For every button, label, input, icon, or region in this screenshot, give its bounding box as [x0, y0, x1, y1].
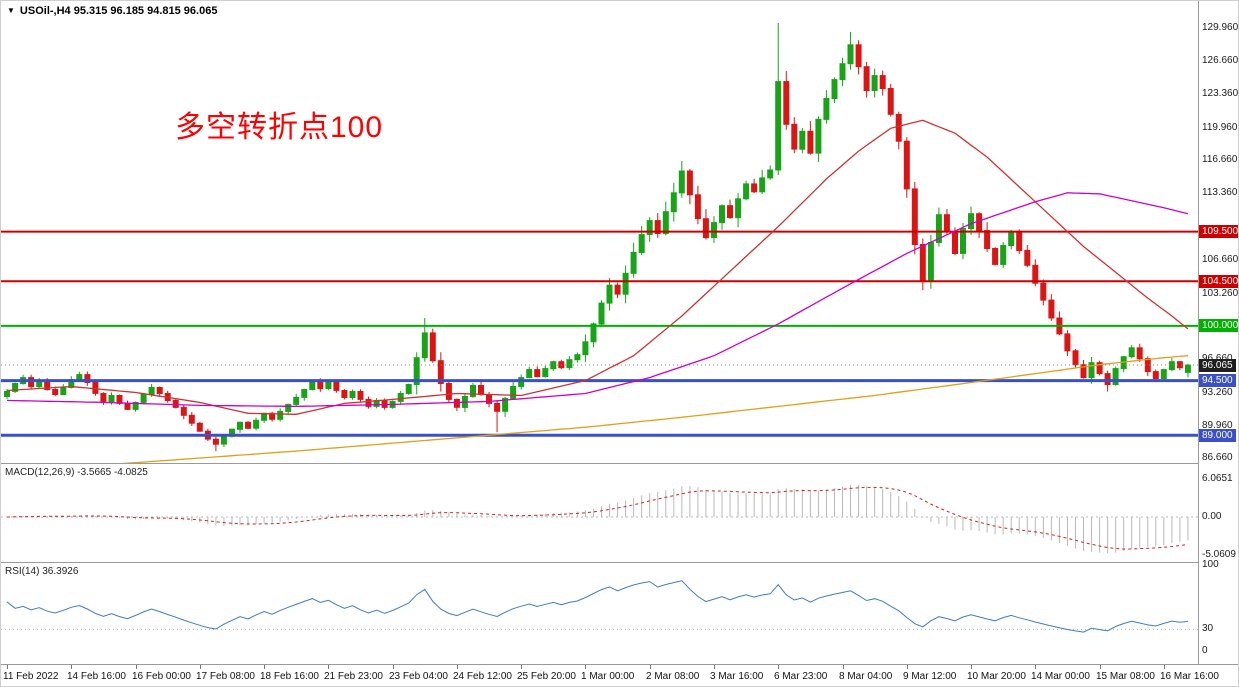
time-axis-label: 10 Mar 20:00	[967, 671, 1026, 682]
axis-label: 0	[1202, 645, 1208, 656]
axis-label: 89.960	[1202, 419, 1233, 431]
macd-indicator-label: MACD(12,26,9) -3.5665 -4.0825	[5, 467, 148, 478]
ma-sma-mid	[6, 192, 1189, 408]
time-axis-tick	[843, 665, 844, 669]
chart-title: USOil-,H4 95.315 96.185 94.815 96.065	[19, 5, 218, 17]
price-level-badge: 109.500	[1199, 225, 1238, 239]
macd-histogram	[14, 484, 1189, 554]
axis-label: 103.260	[1202, 287, 1239, 299]
time-axis-tick	[393, 665, 394, 669]
time-axis-tick	[1035, 665, 1036, 669]
price-level-badge: 104.500	[1199, 274, 1238, 288]
ma-sma-slow	[121, 355, 1188, 463]
time-axis-tick	[136, 665, 137, 669]
axis-label: 0.00	[1202, 511, 1222, 522]
time-axis-tick	[7, 665, 8, 669]
time-axis-tick	[71, 665, 72, 669]
time-axis-label: 18 Feb 16:00	[260, 671, 319, 682]
time-axis-label: 8 Mar 04:00	[839, 671, 893, 682]
price-level-badge: 89.000	[1199, 428, 1236, 442]
axis-label: 86.660	[1202, 452, 1233, 464]
time-axis-label: 3 Mar 16:00	[710, 671, 764, 682]
time-axis-label: 15 Mar 08:00	[1096, 671, 1155, 682]
axis-label: 106.660	[1202, 253, 1239, 265]
time-axis-tick	[650, 665, 651, 669]
axis-label: 6.0651	[1202, 473, 1233, 484]
panel-separator	[1, 463, 1238, 464]
time-axis-label: 9 Mar 12:00	[903, 671, 957, 682]
time-axis-label: 6 Mar 23:00	[774, 671, 828, 682]
axis-label: 100	[1202, 559, 1219, 570]
time-axis-label: 25 Feb 20:00	[517, 671, 576, 682]
time-axis-label: 17 Feb 08:00	[196, 671, 255, 682]
time-axis-tick	[521, 665, 522, 669]
time-axis-label: 11 Feb 2022	[3, 671, 59, 682]
time-axis-label: 21 Feb 23:00	[324, 671, 383, 682]
axis-label: 129.960	[1202, 22, 1239, 34]
axis-label: 116.660	[1202, 154, 1238, 166]
time-axis-label: 14 Mar 00:00	[1031, 671, 1090, 682]
axis-label: 93.260	[1202, 386, 1233, 398]
time-axis-tick	[1164, 665, 1165, 669]
price-level-badge: 96.065	[1199, 358, 1236, 372]
price-axis[interactable]: 129.960 126.660 123.360 119.960 116.660 113.3…	[1199, 1, 1239, 664]
time-axis-tick	[714, 665, 715, 669]
dropdown-triangle-icon[interactable]: ▼	[7, 6, 15, 15]
chart-title-bar: ▼ USOil-,H4 95.315 96.185 94.815 96.065	[7, 5, 217, 17]
rsi-indicator-label: RSI(14) 36.3926	[5, 566, 79, 577]
rsi-line	[6, 580, 1188, 633]
time-axis-tick	[585, 665, 586, 669]
candlestick-series[interactable]	[4, 23, 1191, 452]
time-axis-tick	[778, 665, 779, 669]
time-axis-label: 24 Feb 12:00	[453, 671, 512, 682]
price-level-badge: 100.000	[1199, 319, 1238, 333]
time-axis-tick	[264, 665, 265, 669]
time-axis-label: 14 Feb 16:00	[67, 671, 126, 682]
axis-label: 126.660	[1202, 55, 1239, 67]
time-axis-tick	[328, 665, 329, 669]
time-axis-label: 16 Feb 00:00	[132, 671, 191, 682]
chart-annotation-text: 多空转折点100	[175, 111, 384, 144]
axis-separator	[1198, 1, 1199, 664]
time-axis-label: 2 Mar 08:00	[646, 671, 700, 682]
time-axis-tick	[200, 665, 201, 669]
time-axis-label: 1 Mar 00:00	[581, 671, 635, 682]
time-axis-tick	[457, 665, 458, 669]
time-axis-tick	[907, 665, 908, 669]
time-axis-tick	[971, 665, 972, 669]
time-axis-label: 23 Feb 04:00	[389, 671, 448, 682]
axis-label: 113.360	[1202, 187, 1238, 199]
chart-plot-area[interactable]	[1, 1, 1198, 664]
time-axis-label: 16 Mar 16:00	[1160, 671, 1219, 682]
axis-label: -5.0609	[1202, 549, 1236, 560]
ma-sma-fast	[6, 119, 1189, 415]
axis-label: 30	[1202, 623, 1214, 635]
price-level-badge: 94.500	[1199, 374, 1236, 388]
axis-label: 119.960	[1202, 121, 1238, 133]
time-axis-tick	[1100, 665, 1101, 669]
time-axis[interactable]: 11 Feb 2022 14 Feb 16:00 16 Feb 00:00 17 Fe…	[1, 664, 1238, 686]
panel-separator	[1, 562, 1238, 563]
axis-label: 123.360	[1202, 87, 1239, 99]
